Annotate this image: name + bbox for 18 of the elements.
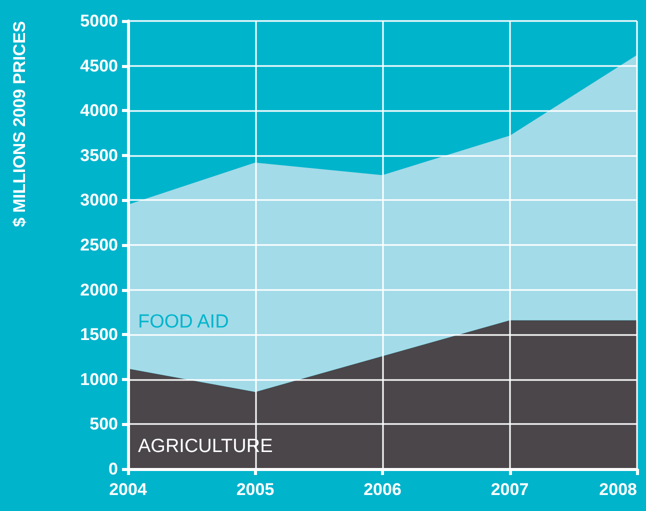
series-label: FOOD AID	[138, 312, 229, 333]
y-tick-label: 4500	[80, 56, 118, 76]
x-tick-label: 2005	[236, 480, 274, 499]
x-tick-label: 2008	[599, 480, 637, 499]
x-tick-label: 2004	[109, 480, 148, 499]
y-tick-label: 1000	[80, 370, 118, 389]
x-tick-label: 2006	[364, 480, 402, 499]
y-tick-label: 4000	[80, 101, 118, 120]
y-tick-label: 3000	[80, 190, 118, 210]
y-tick-label: 500	[90, 414, 118, 434]
y-tick-label: 1500	[80, 325, 118, 344]
y-tick-label: 0	[108, 460, 118, 478]
y-tick-label: 5000	[80, 12, 118, 30]
y-axis-title: $ MILLIONS 2009 PRICES	[10, 21, 29, 227]
y-tick-label: 2500	[80, 236, 118, 254]
y-tick-label: 3500	[80, 146, 118, 165]
x-tick-label: 2007	[490, 480, 529, 499]
y-tick-label: 2000	[80, 280, 118, 300]
